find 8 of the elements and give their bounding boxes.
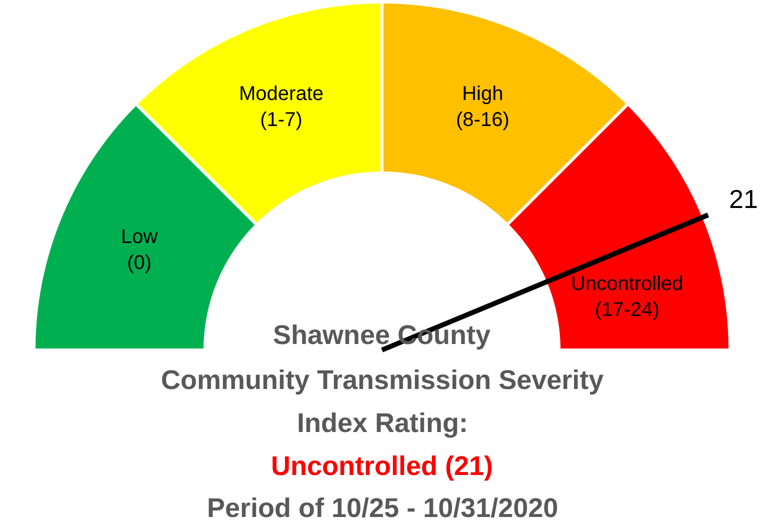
slice-label: Moderate (1-7) [239, 83, 324, 131]
text: Uncontrolled (21) [271, 451, 494, 481]
slice-label: High (8-16) [456, 83, 510, 131]
slice-label: Low (0) [121, 226, 158, 274]
slice-label: Uncontrolled (17-24) [571, 273, 684, 321]
text: Community Transmission Severity Index Rating: [161, 365, 604, 438]
text: 21 [729, 184, 758, 214]
text: Period of 10/25 - 10/31/2020 [207, 493, 558, 523]
